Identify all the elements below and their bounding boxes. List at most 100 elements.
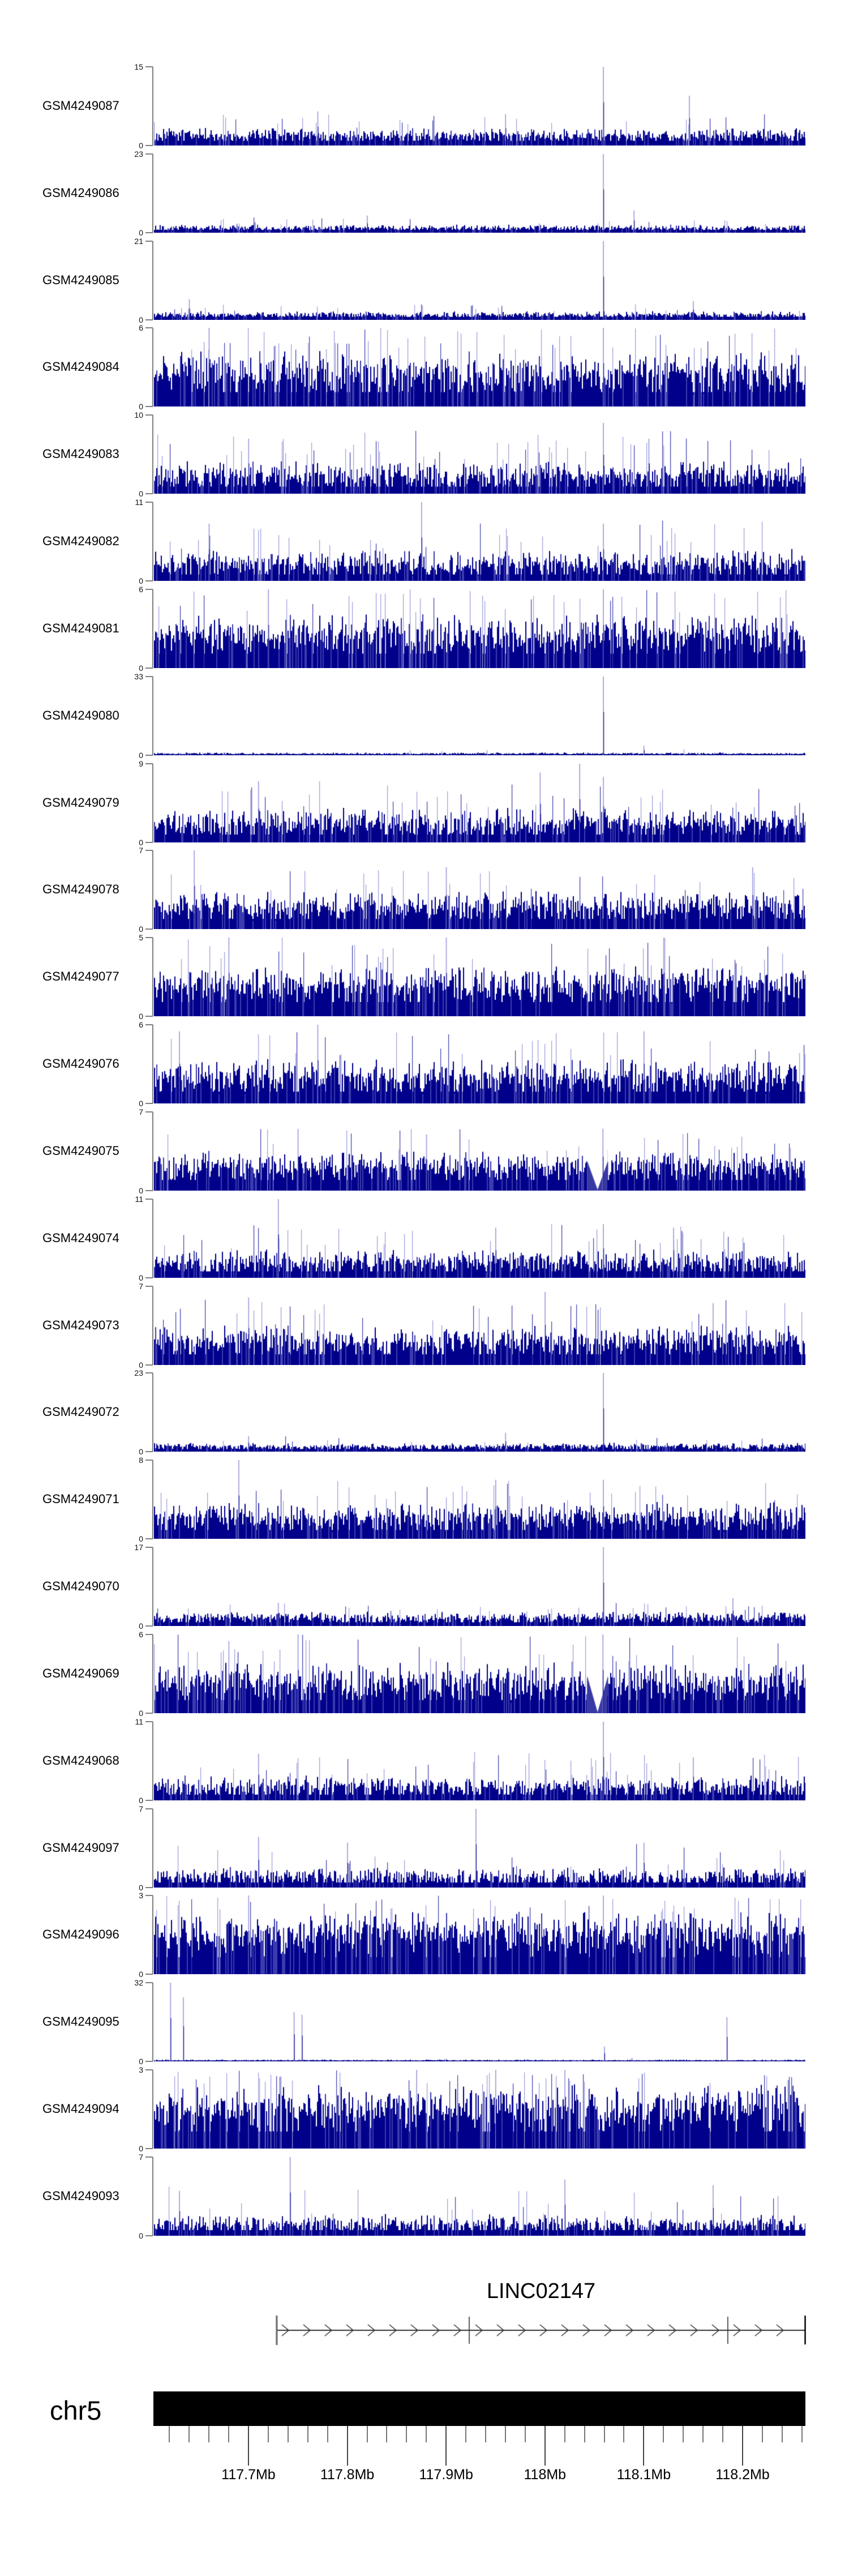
y-axis-bottom-tick [145,2148,153,2150]
ruler-minor-tick [722,2426,724,2442]
track-sample-label: GSM4249070 [42,1579,119,1594]
track-ymax-label: 11 [135,1717,143,1726]
track-ymax-label: 23 [134,149,143,159]
y-axis-bottom-tick [145,1712,153,1714]
ruler-tick-label: 118.2Mb [715,2467,770,2483]
track-signal-canvas [154,241,805,320]
track-sample-label: GSM4249076 [42,1056,119,1071]
track-zero-label: 0 [139,1621,143,1631]
track-row: GSM4249084 6 0 [0,323,849,418]
track-row: GSM4249087 15 0 [0,62,849,157]
ruler-minor-tick [366,2426,368,2442]
track-signal-canvas [154,415,805,494]
ruler-minor-tick [485,2426,487,2442]
y-axis-bottom-tick [145,754,153,756]
track-y-axis [152,1721,153,1800]
track-zero-label: 0 [139,402,143,412]
track-row: GSM4249070 17 0 [0,1543,849,1638]
track-row: GSM4249082 11 0 [0,498,849,593]
track-ymax-label: 32 [134,1978,143,1988]
track-zero-label: 0 [139,576,143,586]
y-axis-bottom-tick [145,406,153,408]
track-row: GSM4249083 10 0 [0,410,849,506]
ruler-minor-tick [267,2426,269,2442]
track-ymax-label: 6 [139,584,143,594]
ruler-minor-tick [327,2426,328,2442]
track-y-axis [152,2070,153,2149]
track-zero-label: 0 [139,2057,143,2066]
y-axis-bottom-tick [145,1277,153,1278]
ruler-major-tick [643,2426,645,2466]
ruler-minor-tick [584,2426,585,2442]
track-ymax-label: 3 [139,2065,143,2075]
y-axis-bottom-tick [145,1103,153,1105]
y-axis-bottom-tick [145,232,153,233]
y-axis-bottom-tick [145,1974,153,1975]
track-ymax-label: 10 [134,410,143,420]
track-zero-label: 0 [139,1099,143,1109]
track-zero-label: 0 [139,1882,143,1892]
track-zero-label: 0 [139,1795,143,1805]
track-ymax-label: 21 [134,236,143,246]
track-signal-canvas [154,850,805,930]
y-axis-top-tick [145,1198,153,1200]
track-ymax-label: 23 [134,1368,143,1378]
track-row: GSM4249096 3 0 [0,1891,849,1986]
track-y-axis [152,1025,153,1104]
track-signal-canvas [154,67,805,146]
track-y-axis [152,938,153,1017]
track-sample-label: GSM4249097 [42,1840,119,1855]
y-axis-bottom-tick [145,1451,153,1453]
track-row: GSM4249080 33 0 [0,672,849,767]
track-sample-label: GSM4249068 [42,1753,119,1768]
track-row: GSM4249074 11 0 [0,1195,849,1290]
track-zero-label: 0 [139,489,143,499]
track-sample-label: GSM4249069 [42,1666,119,1680]
track-zero-label: 0 [139,1273,143,1282]
track-row: GSM4249078 7 0 [0,846,849,941]
y-axis-bottom-tick [145,667,153,669]
track-sample-label: GSM4249071 [42,1492,119,1507]
ruler-major-tick [248,2426,249,2466]
y-axis-bottom-tick [145,580,153,582]
track-row: GSM4249068 11 0 [0,1717,849,1812]
track-y-axis [152,328,153,407]
ruler-minor-tick [603,2426,605,2442]
y-axis-top-tick [145,414,153,416]
y-axis-top-tick [145,153,153,155]
y-axis-bottom-tick [145,928,153,930]
track-y-axis [152,153,153,233]
ruler-major-tick [346,2426,348,2466]
ruler-minor-tick [169,2426,170,2442]
ruler-minor-tick [228,2426,230,2442]
track-y-axis [152,415,153,494]
track-sample-label: GSM4249078 [42,882,119,897]
ruler-minor-tick [287,2426,289,2442]
track-y-axis [152,67,153,146]
track-sample-label: GSM4249094 [42,2102,119,2116]
track-ymax-label: 7 [139,1804,143,1813]
y-axis-top-tick [145,1460,153,1461]
track-ymax-label: 6 [139,323,143,333]
track-signal-canvas [154,328,805,407]
y-axis-top-tick [145,675,153,677]
y-axis-top-tick [145,327,153,329]
track-ymax-label: 7 [139,2152,143,2162]
ruler-minor-tick [761,2426,763,2442]
gene-name-label: LINC02147 [486,2279,596,2303]
track-ymax-label: 6 [139,1020,143,1030]
track-signal-canvas [154,1721,805,1800]
y-axis-bottom-tick [145,1538,153,1540]
y-axis-top-tick [145,1721,153,1722]
ruler-minor-tick [307,2426,308,2442]
track-sample-label: GSM4249074 [42,1230,119,1245]
ruler-major-tick [445,2426,447,2466]
ruler-minor-tick [702,2426,704,2442]
track-ymax-label: 33 [134,671,143,681]
y-axis-top-tick [145,850,153,851]
track-signal-canvas [154,589,805,668]
track-zero-label: 0 [139,1534,143,1544]
y-axis-bottom-tick [145,1886,153,1888]
ruler-minor-tick [386,2426,388,2442]
track-zero-label: 0 [139,1360,143,1370]
